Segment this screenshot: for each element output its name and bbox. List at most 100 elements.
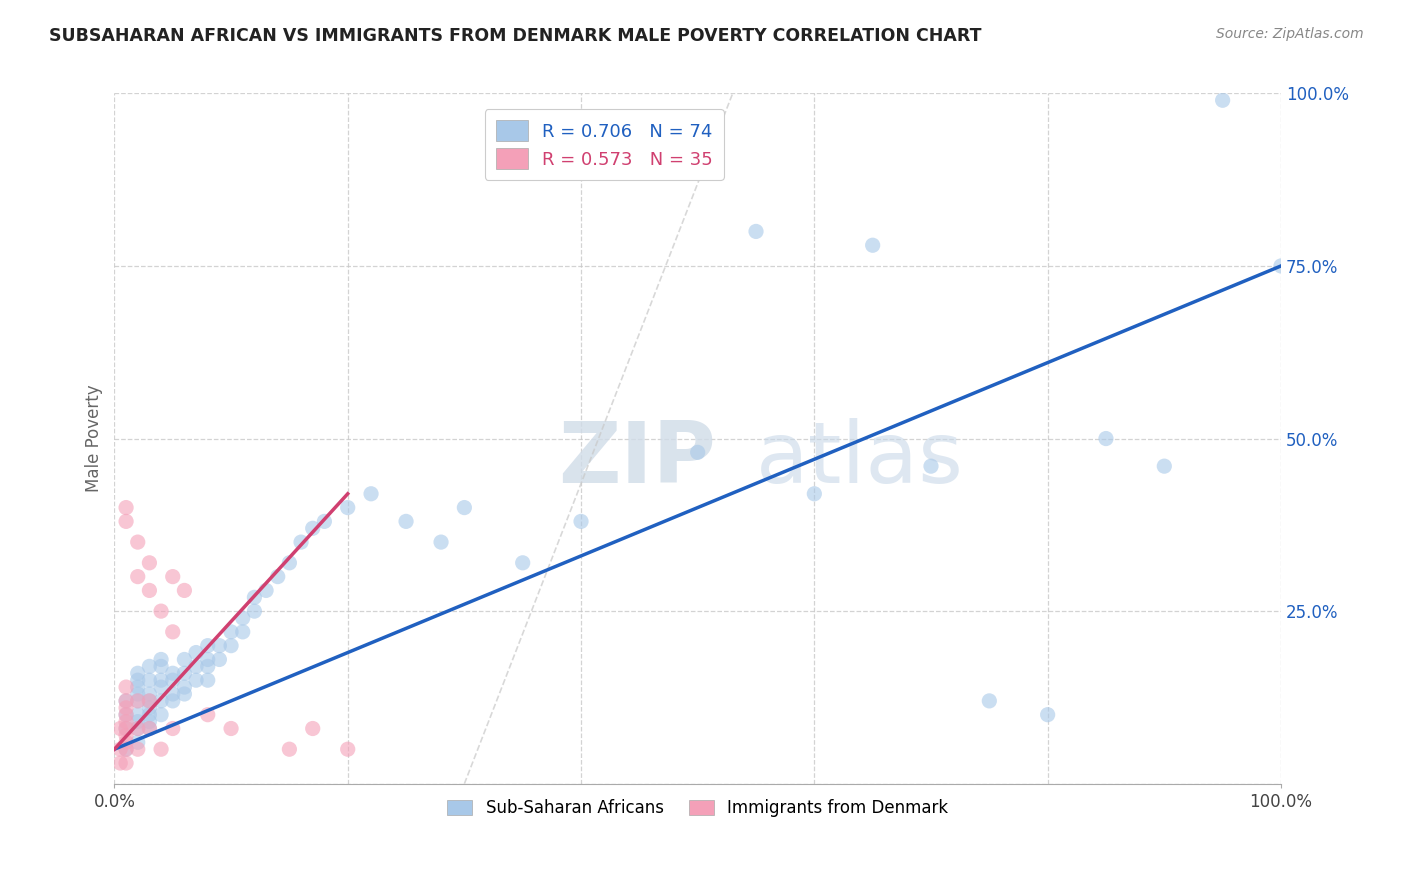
Text: atlas: atlas: [756, 417, 965, 500]
Point: [512, 556, 534, 570]
Point: [138, 722, 160, 736]
Point: [150, 694, 173, 708]
Point: [278, 742, 301, 756]
Point: [115, 700, 138, 714]
Point: [115, 722, 138, 736]
Point: [184, 659, 207, 673]
Point: [150, 604, 173, 618]
Point: [115, 694, 138, 708]
Point: [115, 707, 138, 722]
Point: [453, 500, 475, 515]
Point: [1095, 432, 1118, 446]
Point: [208, 639, 231, 653]
Point: [197, 652, 219, 666]
Point: [127, 707, 149, 722]
Point: [127, 694, 149, 708]
Text: Source: ZipAtlas.com: Source: ZipAtlas.com: [1216, 27, 1364, 41]
Point: [197, 659, 219, 673]
Point: [173, 666, 195, 681]
Point: [1270, 259, 1292, 273]
Point: [127, 735, 149, 749]
Point: [127, 714, 149, 729]
Point: [127, 742, 149, 756]
Point: [219, 722, 242, 736]
Text: SUBSAHARAN AFRICAN VS IMMIGRANTS FROM DENMARK MALE POVERTY CORRELATION CHART: SUBSAHARAN AFRICAN VS IMMIGRANTS FROM DE…: [49, 27, 981, 45]
Point: [115, 742, 138, 756]
Point: [173, 652, 195, 666]
Point: [115, 756, 138, 770]
Point: [127, 666, 149, 681]
Point: [115, 515, 138, 529]
Point: [254, 583, 277, 598]
Point: [150, 707, 173, 722]
Point: [138, 714, 160, 729]
Point: [197, 707, 219, 722]
Point: [115, 707, 138, 722]
Point: [127, 687, 149, 701]
Point: [1036, 707, 1059, 722]
Point: [243, 604, 266, 618]
Point: [173, 583, 195, 598]
Point: [569, 515, 592, 529]
Point: [138, 694, 160, 708]
Point: [127, 680, 149, 694]
Point: [138, 694, 160, 708]
Point: [138, 687, 160, 701]
Point: [162, 694, 184, 708]
Point: [138, 659, 160, 673]
Point: [127, 673, 149, 688]
Point: [127, 722, 149, 736]
Point: [232, 624, 254, 639]
Point: [360, 487, 382, 501]
Point: [162, 722, 184, 736]
Point: [127, 694, 149, 708]
Point: [290, 535, 312, 549]
Point: [127, 569, 149, 583]
Point: [208, 652, 231, 666]
Point: [686, 445, 709, 459]
Point: [138, 722, 160, 736]
Point: [803, 487, 825, 501]
Point: [110, 722, 132, 736]
Point: [301, 521, 323, 535]
Point: [115, 714, 138, 729]
Point: [430, 535, 453, 549]
Point: [232, 611, 254, 625]
Point: [197, 673, 219, 688]
Point: [173, 687, 195, 701]
Y-axis label: Male Poverty: Male Poverty: [86, 384, 103, 492]
Point: [138, 583, 160, 598]
Point: [138, 707, 160, 722]
Point: [162, 569, 184, 583]
Point: [173, 680, 195, 694]
Point: [115, 742, 138, 756]
Point: [138, 700, 160, 714]
Point: [862, 238, 884, 252]
Point: [301, 722, 323, 736]
Point: [336, 500, 359, 515]
Point: [979, 694, 1001, 708]
Point: [115, 680, 138, 694]
Point: [150, 652, 173, 666]
Point: [115, 722, 138, 736]
Point: [138, 556, 160, 570]
Point: [150, 680, 173, 694]
Point: [127, 535, 149, 549]
Point: [920, 459, 942, 474]
Point: [110, 756, 132, 770]
Point: [267, 569, 290, 583]
Point: [395, 515, 418, 529]
Point: [115, 728, 138, 742]
Point: [197, 639, 219, 653]
Point: [336, 742, 359, 756]
Point: [110, 742, 132, 756]
Point: [150, 659, 173, 673]
Point: [162, 687, 184, 701]
Legend: Sub-Saharan Africans, Immigrants from Denmark: Sub-Saharan Africans, Immigrants from De…: [440, 792, 955, 823]
Point: [127, 722, 149, 736]
Point: [150, 673, 173, 688]
Point: [1153, 459, 1175, 474]
Point: [138, 673, 160, 688]
Point: [243, 591, 266, 605]
Point: [115, 694, 138, 708]
